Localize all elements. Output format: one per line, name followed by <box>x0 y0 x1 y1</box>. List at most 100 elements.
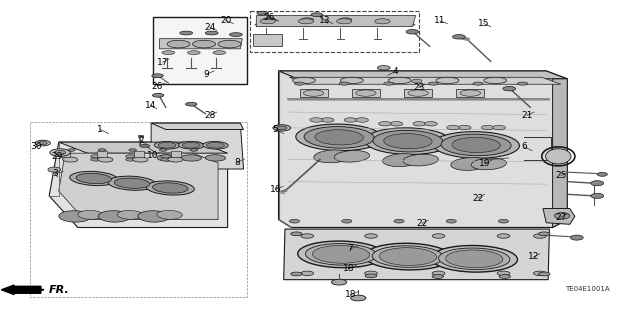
Ellipse shape <box>460 90 481 96</box>
Polygon shape <box>59 153 218 219</box>
Text: 3: 3 <box>52 169 58 178</box>
Ellipse shape <box>499 219 509 223</box>
Ellipse shape <box>412 79 422 83</box>
Polygon shape <box>49 142 228 227</box>
Ellipse shape <box>146 181 195 195</box>
Ellipse shape <box>291 232 302 236</box>
Ellipse shape <box>365 128 451 154</box>
Ellipse shape <box>230 33 243 36</box>
Ellipse shape <box>539 272 550 276</box>
Ellipse shape <box>167 40 190 48</box>
Ellipse shape <box>193 40 216 48</box>
Text: 26: 26 <box>263 13 275 22</box>
Ellipse shape <box>432 275 444 278</box>
Ellipse shape <box>394 219 404 223</box>
Bar <box>171 151 181 157</box>
Ellipse shape <box>545 149 571 164</box>
Ellipse shape <box>207 142 225 148</box>
Ellipse shape <box>570 235 583 240</box>
Text: 9: 9 <box>204 70 209 78</box>
Ellipse shape <box>597 173 607 176</box>
Text: 10: 10 <box>147 151 159 160</box>
Ellipse shape <box>152 93 164 97</box>
Ellipse shape <box>125 158 136 161</box>
Ellipse shape <box>375 19 390 24</box>
Text: 16: 16 <box>269 185 281 194</box>
Ellipse shape <box>372 246 444 267</box>
Ellipse shape <box>441 134 511 156</box>
Bar <box>352 89 380 97</box>
Polygon shape <box>151 123 244 130</box>
Text: TE04E1001A: TE04E1001A <box>565 286 610 292</box>
Ellipse shape <box>297 17 317 23</box>
Ellipse shape <box>321 118 334 122</box>
Bar <box>60 151 70 157</box>
Text: 21: 21 <box>522 111 532 120</box>
Ellipse shape <box>383 154 420 167</box>
Ellipse shape <box>129 149 136 151</box>
Ellipse shape <box>257 11 268 15</box>
Text: 13: 13 <box>319 16 331 25</box>
Ellipse shape <box>205 31 218 35</box>
Polygon shape <box>284 229 549 280</box>
Ellipse shape <box>403 154 438 166</box>
Text: 17: 17 <box>157 58 168 67</box>
Ellipse shape <box>54 150 66 155</box>
Ellipse shape <box>158 142 176 148</box>
Ellipse shape <box>117 211 143 219</box>
Ellipse shape <box>334 151 369 162</box>
Ellipse shape <box>445 250 503 268</box>
Text: 15: 15 <box>478 19 490 28</box>
Ellipse shape <box>157 155 177 161</box>
Ellipse shape <box>365 234 378 238</box>
Ellipse shape <box>294 82 305 85</box>
Ellipse shape <box>380 248 436 265</box>
Ellipse shape <box>63 157 78 162</box>
Text: 18: 18 <box>345 290 356 299</box>
Ellipse shape <box>373 130 443 152</box>
Text: 6: 6 <box>521 142 527 151</box>
Ellipse shape <box>152 183 188 193</box>
Ellipse shape <box>351 295 366 301</box>
Ellipse shape <box>432 234 445 238</box>
Ellipse shape <box>591 193 604 198</box>
Ellipse shape <box>339 82 349 85</box>
Text: 30: 30 <box>31 142 42 151</box>
Ellipse shape <box>473 82 483 85</box>
Ellipse shape <box>157 211 182 219</box>
Text: 27: 27 <box>555 212 566 222</box>
Text: 23: 23 <box>413 83 424 92</box>
Ellipse shape <box>132 157 148 162</box>
Ellipse shape <box>340 77 364 84</box>
Ellipse shape <box>493 125 506 130</box>
Ellipse shape <box>188 51 200 55</box>
Polygon shape <box>278 71 567 79</box>
Ellipse shape <box>591 181 604 186</box>
Ellipse shape <box>203 141 228 149</box>
Ellipse shape <box>213 51 226 55</box>
Text: 24: 24 <box>204 23 216 32</box>
Ellipse shape <box>301 234 314 238</box>
Ellipse shape <box>76 173 111 184</box>
Ellipse shape <box>179 141 204 149</box>
Polygon shape <box>159 39 243 49</box>
Ellipse shape <box>447 125 460 130</box>
Ellipse shape <box>168 157 183 162</box>
Text: 8: 8 <box>234 158 240 167</box>
Ellipse shape <box>68 149 76 151</box>
Ellipse shape <box>534 271 546 276</box>
Ellipse shape <box>138 211 170 222</box>
Ellipse shape <box>379 122 392 126</box>
Ellipse shape <box>436 77 459 84</box>
Polygon shape <box>59 142 228 153</box>
Bar <box>153 17 247 84</box>
Ellipse shape <box>471 158 506 170</box>
Text: 22: 22 <box>472 194 484 203</box>
Ellipse shape <box>161 158 171 161</box>
Text: 25: 25 <box>555 171 566 181</box>
Ellipse shape <box>159 149 167 151</box>
Ellipse shape <box>262 18 275 22</box>
Ellipse shape <box>339 18 352 22</box>
Ellipse shape <box>125 155 136 158</box>
Bar <box>300 89 328 97</box>
